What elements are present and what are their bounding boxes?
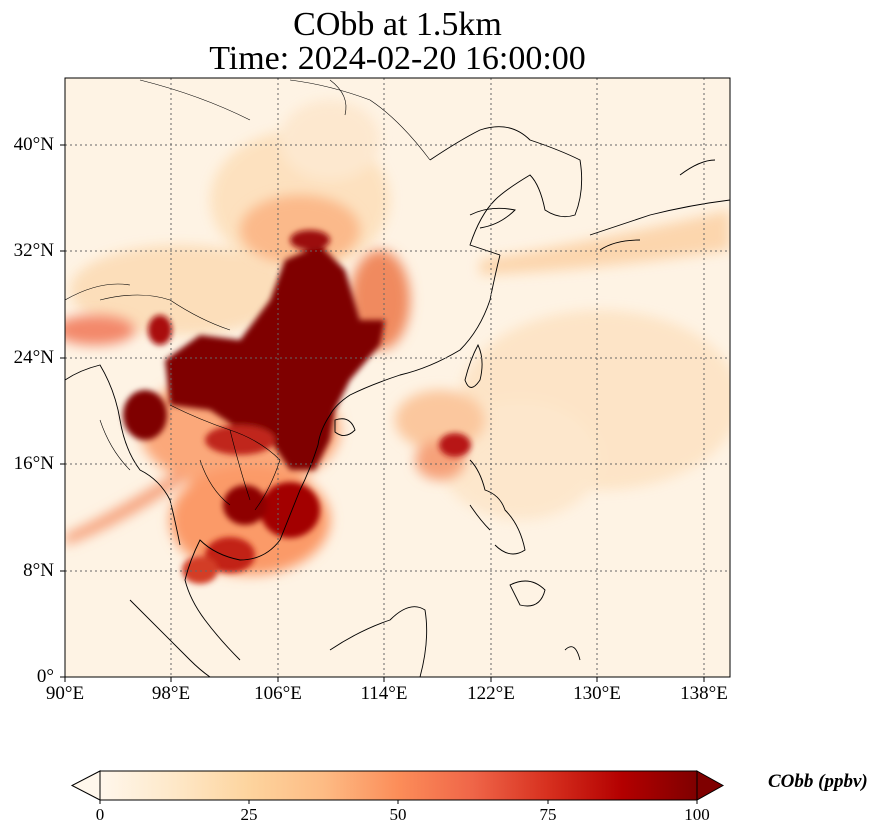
lon-tick-label: 114°E bbox=[360, 683, 408, 704]
lon-tick-label: 122°E bbox=[467, 683, 515, 704]
map-title-line2: Time: 2024-02-20 16:00:00 bbox=[209, 40, 586, 77]
colorbar-tick-label: 25 bbox=[240, 805, 258, 824]
lat-tick-label: 32°N bbox=[13, 240, 54, 261]
lat-tick-label: 24°N bbox=[13, 347, 54, 368]
coastlines bbox=[65, 79, 730, 677]
map-frame bbox=[64, 77, 731, 678]
lat-tick-label: 0° bbox=[36, 666, 54, 687]
lat-tick-label: 40°N bbox=[13, 134, 54, 155]
colorbar-label: CObb (ppbv) bbox=[768, 771, 868, 792]
colorbar bbox=[70, 770, 725, 804]
lon-tick-label: 98°E bbox=[151, 683, 191, 704]
lon-tick-label: 130°E bbox=[573, 683, 621, 704]
lon-tick-label: 138°E bbox=[680, 683, 728, 704]
lon-tick-label: 90°E bbox=[45, 683, 85, 704]
colorbar-extend-max bbox=[696, 770, 725, 801]
colorbar-tick-label: 75 bbox=[539, 805, 557, 824]
axis-ticks bbox=[60, 144, 705, 682]
concentration-field bbox=[65, 78, 730, 677]
gridlines bbox=[65, 78, 730, 677]
colorbar-tick-label: 0 bbox=[95, 805, 105, 824]
lat-tick-label: 16°N bbox=[13, 453, 54, 474]
lon-tick-label: 106°E bbox=[254, 683, 302, 704]
map-title-line1: CObb at 1.5km bbox=[293, 6, 502, 43]
colorbar-tick-label: 50 bbox=[389, 805, 407, 824]
colorbar-extend-min bbox=[70, 770, 101, 801]
colorbar-tick-label: 100 bbox=[684, 805, 710, 824]
lat-tick-label: 8°N bbox=[23, 560, 54, 581]
